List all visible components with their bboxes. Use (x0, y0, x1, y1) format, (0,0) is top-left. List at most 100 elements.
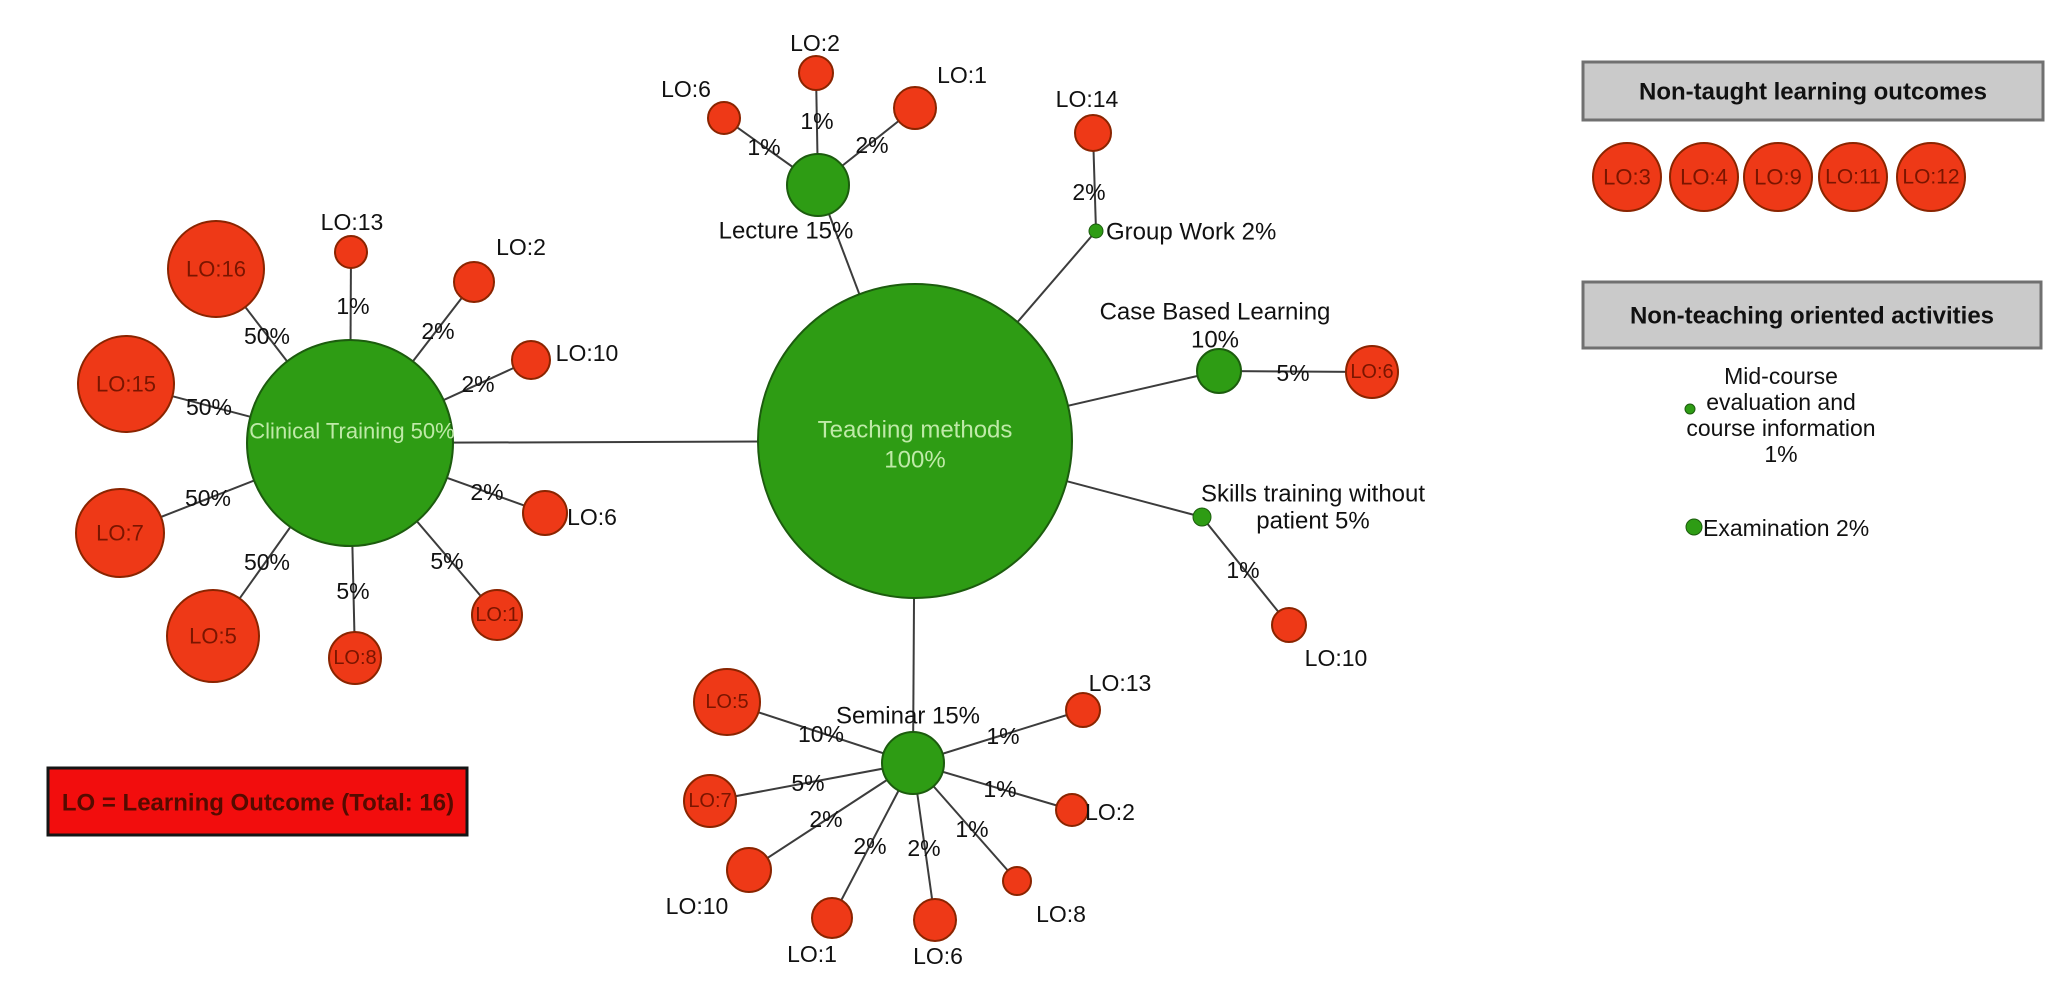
edge-label-lecture-hub-lo1-l: 2% (855, 132, 888, 158)
skills-label-1: Skills training without (1201, 481, 1425, 508)
node-lo10-s-learning-outcome-circle (1271, 607, 1307, 643)
node-lo15-learning-outcome-circle (77, 335, 175, 433)
legend-title-non-teaching: Non-teaching oriented activities (1630, 303, 1994, 330)
midcourse-label-4: 1% (1764, 441, 1797, 467)
edge-seminar-hub-lo10-sem (748, 762, 914, 871)
node-lo7-s-learning-outcome-circle (683, 774, 737, 828)
cbl-label-2: 10% (1191, 327, 1239, 354)
edge-seminar-hub-lo7-s (709, 762, 914, 802)
edge-label-clinical-hub-lo10-c: 2% (461, 371, 494, 397)
abbreviation-note-box (46, 766, 469, 837)
node-leg-lo12-learning-outcome-circle (1896, 142, 1966, 212)
edge-label-seminar-hub-lo6-s: 2% (907, 835, 940, 861)
groupwork-label: Group Work 2% (1106, 219, 1276, 246)
node-leg-lo11-learning-outcome-circle (1818, 142, 1888, 212)
node-label-lo13-s: LO:13 (1089, 670, 1152, 696)
node-lo13-s-learning-outcome-circle (1065, 692, 1101, 728)
edge-label-seminar-hub-lo13-s: 1% (986, 723, 1019, 749)
teaching-hub-label-2: 100% (884, 447, 945, 474)
edge-label-clinical-hub-lo5-c: 50% (244, 549, 290, 575)
node-label-lo1-c: LO:1 (475, 604, 518, 626)
edge-skills-dot-lo10-s (1201, 516, 1290, 626)
node-label-leg-lo9: LO:9 (1754, 165, 1802, 190)
node-mid-dot-circle (1684, 403, 1696, 415)
node-leg-lo9-learning-outcome-circle (1743, 142, 1813, 212)
node-label-lo6-c: LO:6 (567, 504, 617, 530)
node-label-lo16: LO:16 (186, 257, 246, 282)
edge-label-gw-dot-lo14: 2% (1072, 179, 1105, 205)
lecture-hub-label: Lecture 15% (719, 218, 854, 245)
legend-box-non-teaching (1581, 280, 2043, 350)
node-lo2-l-learning-outcome-circle (798, 55, 834, 91)
edge-label-seminar-hub-lo8-s: 1% (955, 816, 988, 842)
edge-label-clinical-hub-lo16: 50% (244, 323, 290, 349)
clinical-hub-label: Clinical Training 50% (249, 419, 454, 444)
midcourse-label-1: Mid-course (1724, 363, 1838, 389)
node-label-lo8-c: LO:8 (333, 647, 376, 669)
node-label-leg-lo11: LO:11 (1825, 166, 1881, 189)
node-label-lo6-l: LO:6 (661, 76, 711, 102)
abbreviation-note-text: LO = Learning Outcome (Total: 16) (62, 790, 454, 817)
node-label-lo6-cbl: LO:6 (1350, 361, 1393, 383)
node-leg-lo3-learning-outcome-circle (1592, 142, 1662, 212)
edge-label-skills-dot-lo10-s: 1% (1226, 557, 1259, 583)
edge-label-seminar-hub-lo7-s: 5% (791, 770, 824, 796)
node-lo1-c-learning-outcome-circle (471, 589, 523, 641)
seminar-hub-label: Seminar 15% (836, 703, 980, 730)
node-label-lo14: LO:14 (1056, 86, 1119, 112)
skills-label-2: patient 5% (1256, 508, 1369, 535)
node-label-leg-lo12: LO:12 (1902, 166, 1959, 189)
node-clinical-hub-circle (246, 339, 454, 547)
edge-label-clinical-hub-lo7-c: 50% (185, 485, 231, 511)
node-label-lo5-c: LO:5 (189, 624, 237, 649)
midcourse-label-2: evaluation and (1706, 389, 1856, 415)
node-lecture-hub-circle (786, 153, 850, 217)
node-lo5-c-learning-outcome-circle (166, 589, 260, 683)
examination-label: Examination 2% (1703, 515, 1869, 541)
node-label-lo7-c: LO:7 (96, 521, 144, 546)
node-lo13-c-learning-outcome-circle (334, 235, 368, 269)
edge-label-seminar-hub-lo2-s: 1% (983, 776, 1016, 802)
edge-label-clinical-hub-lo15: 50% (186, 394, 232, 420)
node-label-lo7-s: LO:7 (688, 790, 731, 812)
edge-label-cbl-hub-lo6-cbl: 5% (1276, 360, 1309, 386)
node-seminar-hub-circle (881, 731, 945, 795)
node-lo6-l-learning-outcome-circle (707, 101, 741, 135)
node-label-lo6-s: LO:6 (913, 943, 963, 969)
node-lo1-l-learning-outcome-circle (893, 86, 937, 130)
node-lo8-c-learning-outcome-circle (328, 631, 382, 685)
node-lo2-c-learning-outcome-circle (453, 261, 495, 303)
node-label-lo5-s: LO:5 (705, 691, 748, 713)
node-lo1-s-learning-outcome-circle (811, 897, 853, 939)
legend-box-non-taught (1581, 60, 2045, 122)
edge-label-lecture-hub-lo6-l: 1% (747, 134, 780, 160)
node-lo6-cbl-learning-outcome-circle (1345, 345, 1399, 399)
node-cbl-hub-circle (1196, 348, 1242, 394)
node-exam-dot-circle (1685, 518, 1703, 536)
edge-label-clinical-hub-lo8-c: 5% (336, 578, 369, 604)
edge-label-seminar-hub-lo10-sem: 2% (809, 806, 842, 832)
legend-title-non-taught: Non-taught learning outcomes (1639, 79, 1987, 106)
edge-label-clinical-hub-lo2-c: 2% (421, 318, 454, 344)
node-lo16-learning-outcome-circle (167, 220, 265, 318)
midcourse-label-3: course information (1686, 415, 1875, 441)
node-label-lo10-c: LO:10 (556, 340, 619, 366)
node-label-lo1-s: LO:1 (787, 941, 837, 967)
node-label-lo1-l: LO:1 (937, 62, 987, 88)
node-lo10-c-learning-outcome-circle (511, 340, 551, 380)
node-lo5-s-learning-outcome-circle (693, 668, 761, 736)
node-label-lo13-c: LO:13 (321, 209, 384, 235)
node-label-leg-lo4: LO:4 (1680, 165, 1728, 190)
node-label-lo2-c: LO:2 (496, 234, 546, 260)
node-teaching-hub-circle (757, 283, 1073, 599)
node-lo7-c-learning-outcome-circle (75, 488, 165, 578)
edge-label-lecture-hub-lo2-l: 1% (800, 108, 833, 134)
teaching-hub-label-1: Teaching methods (818, 417, 1013, 444)
node-label-lo2-s: LO:2 (1085, 799, 1135, 825)
node-gw-dot-circle (1088, 223, 1104, 239)
edge-label-clinical-hub-lo13-c: 1% (336, 293, 369, 319)
node-label-lo10-s: LO:10 (1305, 645, 1368, 671)
node-lo6-c-learning-outcome-circle (522, 490, 568, 536)
